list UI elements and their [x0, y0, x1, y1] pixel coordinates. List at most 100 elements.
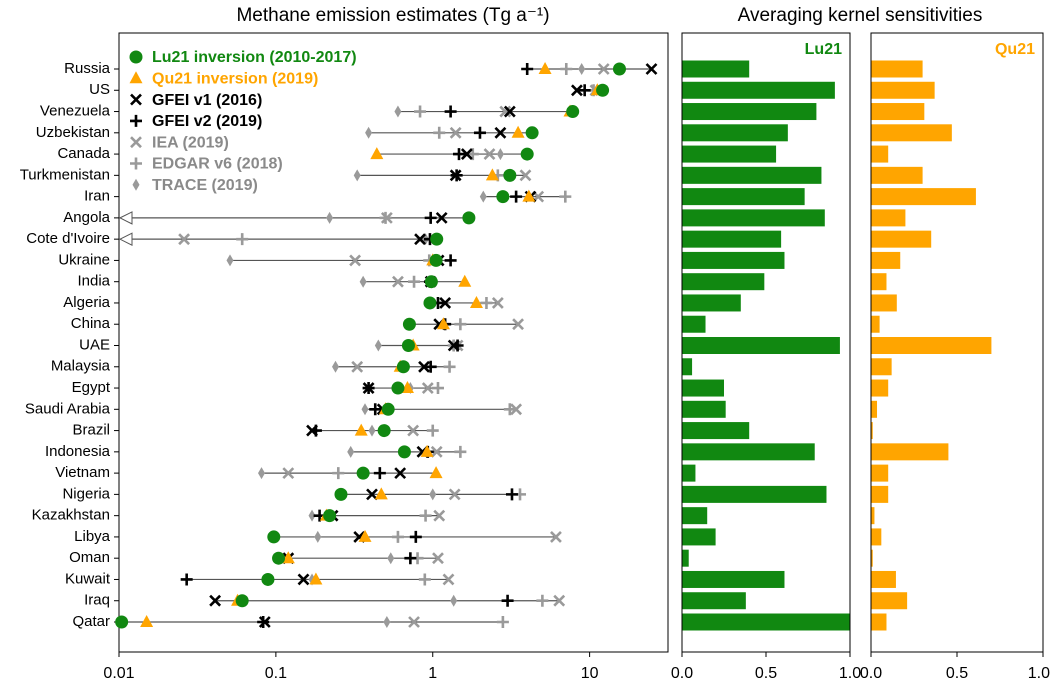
marker-x — [130, 136, 142, 149]
marker-x — [570, 84, 583, 97]
bar — [682, 273, 765, 291]
legend-label: GFEI v1 (2016) — [152, 92, 262, 109]
marker-x — [407, 424, 420, 437]
category-label: Indonesia — [45, 443, 111, 460]
bar — [871, 81, 935, 99]
bar — [871, 507, 875, 525]
category-label: Cote d'Ivoire — [26, 230, 110, 247]
marker-plus — [454, 318, 467, 331]
category-label: Kuwait — [65, 570, 111, 587]
marker-triangle — [522, 189, 536, 202]
panel-label: Lu21 — [805, 41, 842, 58]
marker-plus — [424, 211, 437, 224]
category-label: Russia — [64, 60, 111, 77]
category-label: Qatar — [72, 613, 110, 630]
marker-plus — [433, 126, 446, 139]
marker-x — [439, 297, 452, 309]
marker-triangle — [436, 317, 450, 330]
marker-triangle — [511, 125, 525, 138]
marker-diamond — [308, 509, 316, 522]
marker-circle — [429, 253, 443, 267]
main-title: Methane emission estimates (Tg a⁻¹) — [236, 5, 549, 26]
marker-circle — [424, 275, 438, 289]
bar — [682, 528, 716, 546]
category-label: Canada — [57, 145, 110, 162]
marker-diamond — [332, 360, 340, 373]
marker-plus — [473, 126, 486, 139]
marker-x — [494, 126, 507, 139]
marker-diamond — [374, 339, 382, 352]
marker-triangle — [458, 274, 472, 287]
marker-plus — [505, 488, 518, 501]
marker-plus — [424, 360, 437, 373]
marker-triangle — [429, 466, 443, 479]
bar — [682, 379, 724, 397]
marker-triangle — [374, 487, 388, 500]
marker-circle — [503, 168, 517, 182]
category-label: Ukraine — [58, 251, 110, 268]
marker-plus — [130, 157, 142, 170]
marker-plus — [496, 616, 509, 628]
legend-label: TRACE (2019) — [152, 177, 258, 194]
panel-label: Qu21 — [995, 41, 1035, 58]
marker-diamond — [429, 488, 437, 501]
marker-diamond — [326, 211, 334, 224]
marker-diamond — [365, 126, 373, 139]
category-label: Angola — [63, 209, 110, 226]
bar — [682, 570, 785, 588]
marker-circle — [520, 147, 534, 161]
x-tick-label: 1.0 — [839, 665, 861, 682]
marker-plus — [454, 445, 467, 458]
marker-triangle — [400, 381, 414, 394]
marker-diamond — [368, 424, 376, 437]
marker-triangle — [309, 572, 323, 585]
marker-x — [418, 360, 430, 373]
marker-diamond — [361, 403, 369, 416]
bar — [682, 400, 726, 418]
marker-x — [519, 169, 532, 182]
marker-x — [421, 382, 434, 394]
marker-x — [448, 488, 461, 501]
marker-x — [130, 93, 142, 106]
marker-diamond — [394, 105, 402, 118]
marker-x — [178, 233, 191, 246]
marker-diamond — [314, 530, 322, 543]
marker-circle — [396, 360, 410, 374]
marker-circle — [272, 551, 286, 565]
category-label: Kazakhstan — [32, 507, 110, 524]
marker-diamond — [347, 445, 355, 458]
marker-triangle — [485, 168, 499, 181]
bar — [871, 337, 992, 354]
marker-plus — [480, 296, 493, 309]
marker-diamond — [578, 63, 586, 75]
legend-label: Lu21 inversion (2010-2017) — [152, 49, 357, 66]
category-label: UAE — [79, 336, 110, 353]
marker-x — [297, 573, 310, 586]
category-label: Nigeria — [62, 485, 110, 502]
marker-triangle — [354, 423, 368, 436]
category-label: India — [77, 273, 110, 290]
bar — [871, 358, 892, 376]
sensitivity-title: Averaging kernel sensitivities — [738, 5, 983, 26]
bar — [871, 251, 901, 269]
marker-x — [449, 126, 462, 139]
bar — [871, 124, 952, 142]
bar — [871, 188, 976, 206]
bar — [682, 251, 785, 269]
marker-plus — [236, 233, 249, 246]
bar — [682, 103, 817, 121]
marker-x — [430, 445, 443, 458]
marker-circle — [402, 317, 416, 331]
bar — [682, 188, 805, 206]
bar — [871, 549, 873, 567]
marker-x — [392, 275, 404, 288]
marker-plus — [452, 148, 465, 161]
category-label: Venezuela — [40, 103, 111, 120]
marker-x — [282, 467, 295, 480]
bar — [682, 507, 708, 525]
marker-plus — [444, 254, 457, 267]
marker-x — [442, 573, 455, 586]
marker-diamond — [450, 594, 458, 607]
marker-circle — [397, 445, 411, 459]
